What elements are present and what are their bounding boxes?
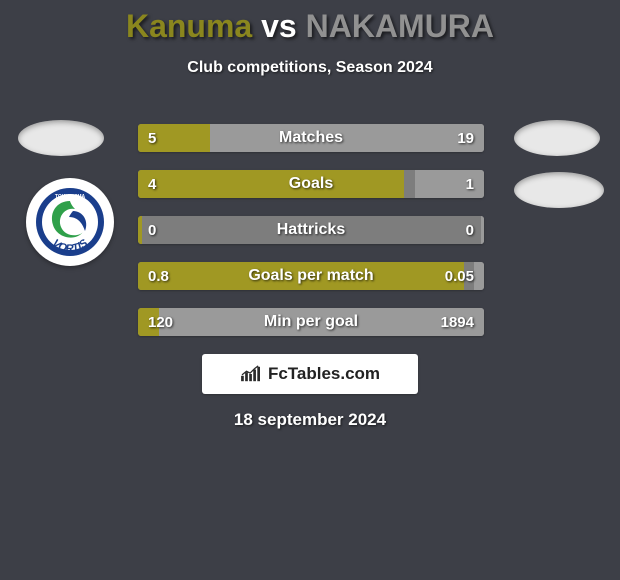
stat-bar-right-value: 0 bbox=[466, 216, 474, 244]
stat-bar-row: Goals per match0.8 0.05 bbox=[138, 262, 484, 290]
stat-bar-left-value: 0.8 bbox=[148, 262, 169, 290]
comparison-title: Kanuma vs NAKAMURA bbox=[0, 0, 620, 45]
vortis-logo-icon: TOKUSHIMA VORTIS bbox=[35, 187, 105, 257]
stat-bar-left-value: 4 bbox=[148, 170, 156, 198]
stat-bar-right-value: 0.05 bbox=[445, 262, 474, 290]
bar-chart-icon bbox=[240, 365, 262, 383]
subtitle: Club competitions, Season 2024 bbox=[0, 59, 620, 77]
player1-name: Kanuma bbox=[126, 8, 252, 44]
player2-logo-well-1 bbox=[514, 120, 600, 156]
stat-bar-label: Hattricks bbox=[138, 216, 484, 244]
stat-bar-label: Goals per match bbox=[138, 262, 484, 290]
svg-text:TOKUSHIMA: TOKUSHIMA bbox=[55, 194, 86, 200]
vs-label: vs bbox=[261, 8, 297, 44]
player2-logo-well-2 bbox=[514, 172, 604, 208]
stat-bar-row: Goals4 1 bbox=[138, 170, 484, 198]
stat-bar-row: Hattricks0 0 bbox=[138, 216, 484, 244]
stat-bar-left-value: 120 bbox=[148, 308, 173, 336]
player1-team-logo: TOKUSHIMA VORTIS bbox=[26, 178, 114, 266]
brand-text: FcTables.com bbox=[268, 364, 380, 384]
stat-bar-row: Matches5 19 bbox=[138, 124, 484, 152]
stat-bar-row: Min per goal120 1894 bbox=[138, 308, 484, 336]
stat-bar-label: Matches bbox=[138, 124, 484, 152]
stat-bar-label: Goals bbox=[138, 170, 484, 198]
stat-bars: Matches5 19 Goals4 1 Hattricks0 0 Goals per ma… bbox=[138, 124, 484, 354]
stat-bar-right-value: 1894 bbox=[441, 308, 474, 336]
player2-name: NAKAMURA bbox=[306, 8, 494, 44]
stat-bar-label: Min per goal bbox=[138, 308, 484, 336]
date-text: 18 september 2024 bbox=[0, 410, 620, 430]
stat-bar-right-value: 1 bbox=[466, 170, 474, 198]
stat-bar-left-value: 0 bbox=[148, 216, 156, 244]
player1-logo-well-1 bbox=[18, 120, 104, 156]
stat-bar-right-value: 19 bbox=[457, 124, 474, 152]
stat-bar-left-value: 5 bbox=[148, 124, 156, 152]
brand-badge: FcTables.com bbox=[202, 354, 418, 394]
